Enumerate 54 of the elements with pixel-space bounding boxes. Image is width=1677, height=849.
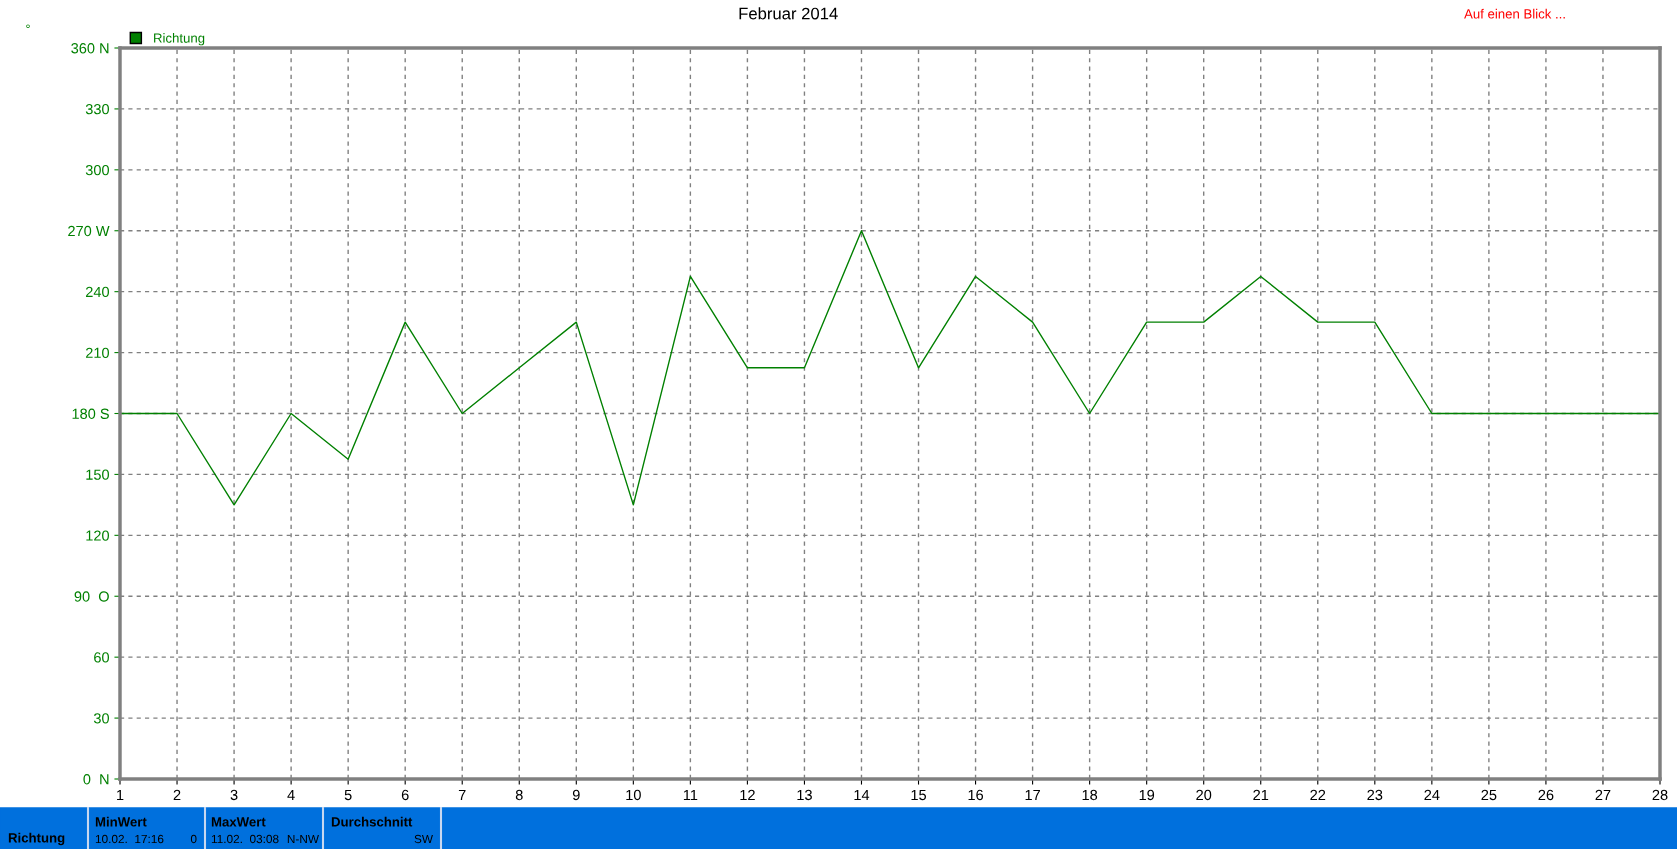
y-tick-label: 300 <box>85 164 110 176</box>
x-tick-label: 26 <box>1538 789 1554 801</box>
y-tick-label: 0 N <box>83 774 109 785</box>
x-tick-label: 15 <box>911 789 927 801</box>
y-tick-label: 60 <box>94 652 110 663</box>
x-tick-label: 23 <box>1367 789 1383 801</box>
text: SW <box>414 834 433 844</box>
x-tick-label: 27 <box>1595 789 1611 800</box>
x-tick-label: 22 <box>1310 789 1326 800</box>
y-tick-label: 330 <box>85 104 110 115</box>
x-tick-label: 21 <box>1253 789 1269 800</box>
x-tick-label: 4 <box>287 789 295 800</box>
y-tick-label: 150 <box>86 469 110 480</box>
x-tick-label: 20 <box>1196 789 1212 801</box>
chart-title: Februar 2014 <box>739 7 838 20</box>
x-tick-label: 3 <box>230 789 238 801</box>
x-tick-label: 5 <box>344 789 352 801</box>
x-tick-label: 10 <box>626 789 641 801</box>
y-tick-label: 90 O <box>74 591 109 602</box>
text: 10.02. 17:16 <box>95 834 164 844</box>
x-tick-label: 8 <box>515 789 523 801</box>
text: Auf einen Blick ... <box>1464 8 1565 19</box>
y-axis-title: ° <box>26 24 30 28</box>
y-tick-label: 120 <box>86 530 110 541</box>
text: 11.02. 03:08 <box>211 834 279 844</box>
x-tick-label: 24 <box>1424 789 1440 800</box>
x-tick-label: 25 <box>1481 789 1497 801</box>
text: MaxWert <box>211 817 266 827</box>
x-tick-label: 16 <box>968 789 984 801</box>
x-tick-label: 13 <box>797 789 812 801</box>
text: Durchschnitt <box>331 816 413 827</box>
x-tick-label: 6 <box>401 789 409 801</box>
text: 0 <box>190 834 197 844</box>
x-tick-label: 18 <box>1082 789 1098 801</box>
x-tick-label: 17 <box>1025 789 1040 800</box>
y-tick-label: 210 <box>85 347 110 359</box>
x-tick-label: 7 <box>458 789 466 800</box>
x-tick-label: 1 <box>117 789 124 800</box>
x-tick-label: 2 <box>173 789 181 800</box>
y-tick-label: 240 <box>85 286 110 298</box>
x-tick-label: 28 <box>1652 789 1668 801</box>
y-tick-label: 270 W <box>68 225 110 237</box>
y-tick-label: 180 S <box>72 408 109 419</box>
x-tick-label: 19 <box>1139 789 1155 801</box>
y-tick-label: 30 <box>93 713 110 724</box>
text: N-NW <box>287 834 319 844</box>
y-tick-label: 360 N <box>71 43 109 54</box>
text: MinWert <box>95 816 147 827</box>
legend-label: Richtung <box>154 33 205 46</box>
x-tick-label: 9 <box>572 789 580 801</box>
x-tick-label: 11 <box>683 789 698 800</box>
x-tick-label: 12 <box>740 789 755 800</box>
x-tick-label: 14 <box>854 789 870 800</box>
text: Richtung <box>8 832 65 846</box>
